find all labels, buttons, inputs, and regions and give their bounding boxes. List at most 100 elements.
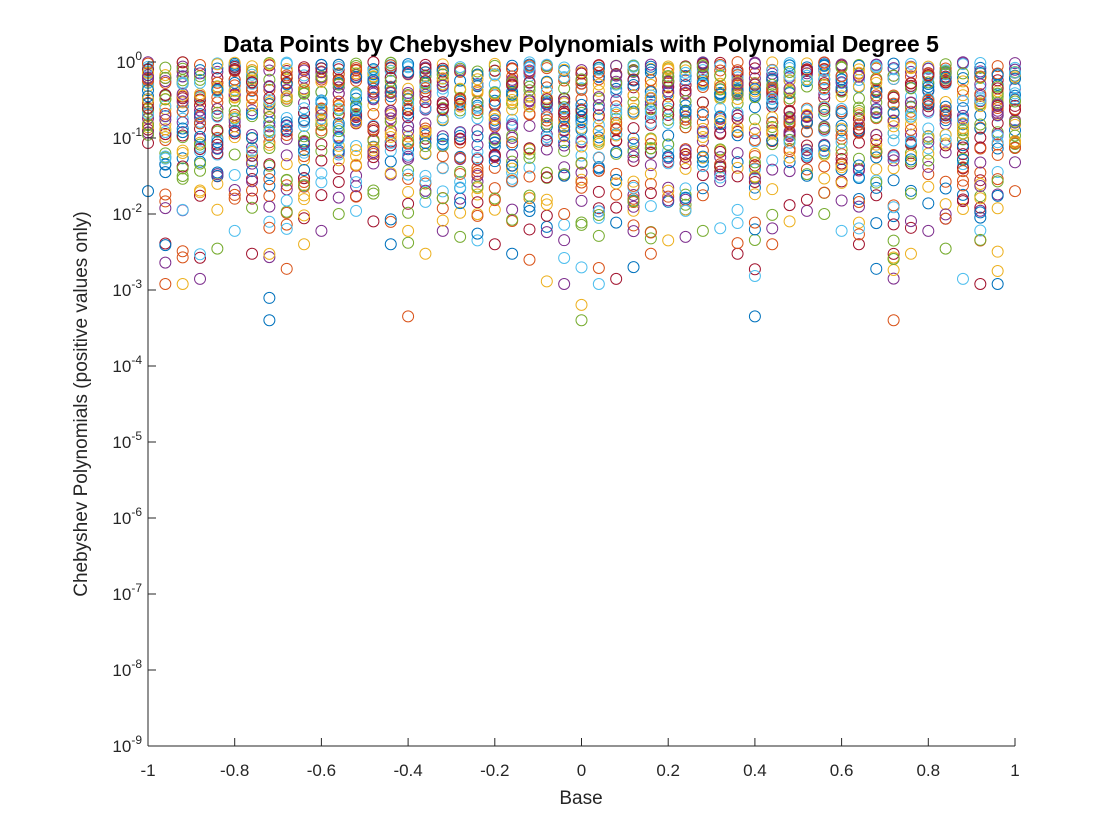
scatter-point xyxy=(835,73,848,86)
scatter-point xyxy=(402,236,415,249)
scatter-point xyxy=(818,172,831,185)
scatter-point xyxy=(436,138,449,151)
scatter-point xyxy=(367,151,380,164)
scatter-point xyxy=(748,223,761,236)
scatter-point xyxy=(939,62,952,75)
scatter-point xyxy=(714,115,727,128)
scatter-point xyxy=(783,66,796,79)
scatter-point xyxy=(852,122,865,135)
scatter-point xyxy=(696,59,709,72)
scatter-point xyxy=(939,146,952,159)
x-tick-label: 0.6 xyxy=(830,761,854,780)
scatter-point xyxy=(783,111,796,124)
x-tick-label: 1 xyxy=(1010,761,1019,780)
scatter-point xyxy=(350,62,363,75)
scatter-point xyxy=(592,71,605,84)
scatter-point xyxy=(246,68,259,81)
scatter-point xyxy=(176,87,189,100)
scatter-point xyxy=(384,64,397,77)
scatter-point xyxy=(280,262,293,275)
scatter-point xyxy=(696,144,709,157)
scatter-point xyxy=(454,64,467,77)
scatter-point xyxy=(870,262,883,275)
scatter-point xyxy=(159,69,172,82)
scatter-point xyxy=(696,96,709,109)
scatter-point xyxy=(627,89,640,102)
scatter-point xyxy=(1009,95,1021,108)
scatter-point xyxy=(211,123,224,136)
scatter-point xyxy=(922,62,935,75)
scatter-point xyxy=(974,206,987,219)
scatter-point xyxy=(991,136,1004,149)
scatter-point xyxy=(558,234,571,247)
x-tick-label: -1 xyxy=(140,761,155,780)
scatter-point xyxy=(766,111,779,124)
scatter-point xyxy=(280,218,293,231)
scatter-point xyxy=(263,200,276,213)
scatter-point xyxy=(540,166,553,179)
scatter-point xyxy=(315,102,328,115)
scatter-point xyxy=(332,87,345,100)
scatter-point xyxy=(679,66,692,79)
scatter-point xyxy=(506,159,519,172)
scatter-point xyxy=(263,141,276,154)
scatter-point xyxy=(506,70,519,83)
scatter-point xyxy=(852,193,865,206)
scatter-point xyxy=(766,154,779,167)
scatter-point xyxy=(974,166,987,179)
scatter-point xyxy=(939,108,952,121)
scatter-point xyxy=(419,125,432,138)
scatter-point xyxy=(887,234,900,247)
scatter-point xyxy=(419,75,432,88)
scatter-point xyxy=(575,110,588,123)
scatter-point xyxy=(176,74,189,87)
scatter-point xyxy=(558,144,571,157)
scatter-point xyxy=(558,139,571,152)
y-tick-label: 10-3 xyxy=(112,277,142,300)
scatter-point xyxy=(592,205,605,218)
scatter-point xyxy=(852,66,865,79)
scatter-point xyxy=(454,197,467,210)
scatter-point xyxy=(575,117,588,130)
scatter-point xyxy=(610,272,623,285)
scatter-point xyxy=(419,62,432,75)
scatter-point xyxy=(298,61,311,74)
x-tick-label: 0.4 xyxy=(743,761,767,780)
scatter-point xyxy=(644,66,657,79)
scatter-point xyxy=(211,62,224,75)
scatter-point xyxy=(766,138,779,151)
scatter-point xyxy=(748,122,761,135)
scatter-point xyxy=(904,128,917,141)
scatter-point xyxy=(558,161,571,174)
scatter-point xyxy=(696,122,709,135)
scatter-point xyxy=(800,116,813,129)
scatter-point xyxy=(818,102,831,115)
scatter-point xyxy=(350,88,363,101)
scatter-point xyxy=(298,107,311,120)
scatter-point xyxy=(974,131,987,144)
scatter-point xyxy=(419,70,432,83)
scatter-point xyxy=(159,188,172,201)
scatter-point xyxy=(662,194,675,207)
scatter-point xyxy=(228,169,241,182)
scatter-point xyxy=(419,247,432,260)
scatter-point xyxy=(523,94,536,107)
scatter-point xyxy=(835,102,848,115)
scatter-point xyxy=(523,191,536,204)
scatter-point xyxy=(627,189,640,202)
scatter-point xyxy=(627,179,640,192)
scatter-point xyxy=(592,59,605,72)
scatter-point xyxy=(922,160,935,173)
scatter-point xyxy=(835,136,848,149)
scatter-point xyxy=(852,104,865,117)
scatter-point xyxy=(1009,57,1021,70)
scatter-point xyxy=(766,73,779,86)
scatter-point xyxy=(263,215,276,228)
scatter-point xyxy=(939,58,952,71)
scatter-point xyxy=(800,104,813,117)
y-axis-ticks: 10-9 10-8 10-7 10-6 10-5 10-4 10-3 10-2 10-1 100 xyxy=(112,49,156,756)
scatter-point xyxy=(592,185,605,198)
scatter-point xyxy=(662,157,675,170)
scatter-point xyxy=(454,126,467,139)
scatter-point xyxy=(592,137,605,150)
